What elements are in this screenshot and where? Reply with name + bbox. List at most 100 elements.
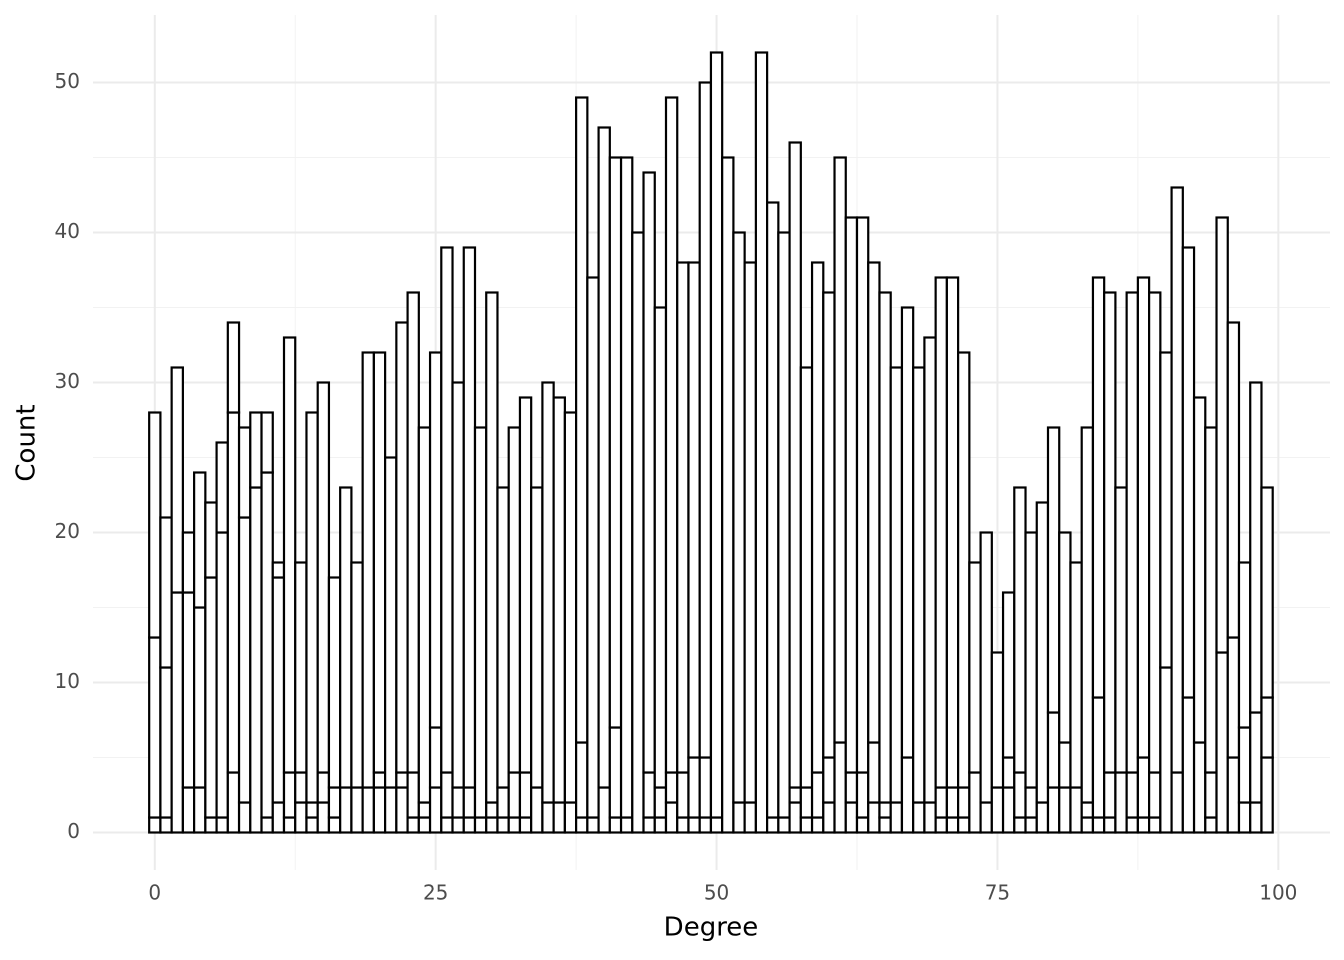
histogram-bar <box>372 786 387 834</box>
histogram-bar <box>597 786 611 834</box>
histogram-bar <box>990 651 1005 789</box>
histogram-bar <box>552 396 566 804</box>
histogram-bar <box>957 786 971 819</box>
x-tick-label: 75 <box>985 881 1010 905</box>
histogram-bar <box>462 786 477 819</box>
y-tick-label: 50 <box>55 69 80 93</box>
histogram-bar <box>294 801 308 834</box>
histogram-bar <box>1024 816 1038 834</box>
histogram-bar <box>979 531 993 804</box>
histogram-bar <box>766 816 780 834</box>
histogram-bar <box>271 561 286 579</box>
histogram-bar <box>260 411 274 474</box>
histogram-bar <box>1046 426 1061 714</box>
histogram-bar <box>1091 276 1106 699</box>
x-tick-label: 0 <box>148 881 161 905</box>
histogram-bar <box>698 756 713 819</box>
histogram-bar <box>181 591 196 789</box>
histogram-bar <box>1091 816 1106 834</box>
histogram-bar <box>271 576 286 804</box>
histogram-bar <box>1204 426 1218 774</box>
histogram-bar <box>462 816 477 834</box>
histogram-bar <box>1148 291 1162 774</box>
histogram-bar <box>743 261 757 804</box>
histogram-bar <box>462 246 477 789</box>
histogram-bar <box>1035 801 1050 834</box>
histogram-bar <box>1080 816 1095 834</box>
histogram-bar <box>518 771 533 819</box>
histogram-bar <box>1192 396 1207 744</box>
histogram-bar <box>148 816 162 834</box>
histogram-bar <box>361 351 375 789</box>
histogram-bar <box>664 96 679 774</box>
histogram-bar <box>619 816 634 834</box>
histogram-bar <box>1181 246 1196 699</box>
x-tick-label: 25 <box>423 881 448 905</box>
histogram-bar <box>181 786 196 834</box>
histogram-bar <box>900 756 915 834</box>
histogram-bar <box>799 366 814 789</box>
histogram-bar <box>810 816 825 834</box>
histogram-bar <box>754 51 769 834</box>
histogram-bar <box>159 816 173 834</box>
histogram-bar <box>586 816 600 834</box>
histogram-bar <box>541 801 555 834</box>
histogram-bar <box>575 816 589 834</box>
histogram-bar <box>945 786 960 819</box>
histogram-bar <box>766 201 780 819</box>
histogram-bar <box>1069 561 1083 789</box>
histogram-bar <box>1260 696 1274 759</box>
histogram-bar <box>912 801 926 834</box>
histogram-bar <box>417 801 432 819</box>
histogram-bar <box>226 321 241 414</box>
histogram-bar <box>1046 786 1061 834</box>
histogram-bar <box>878 816 892 834</box>
histogram-bar <box>608 816 623 834</box>
histogram-bar <box>642 171 656 774</box>
histogram-bar <box>900 306 915 759</box>
histogram-bar <box>844 801 859 834</box>
histogram-bar <box>193 786 207 834</box>
histogram-bar <box>1170 186 1184 774</box>
histogram-bar <box>743 801 757 834</box>
y-tick-label: 30 <box>55 369 80 393</box>
histogram-bar <box>709 51 724 819</box>
histogram-bar <box>294 561 308 774</box>
histogram-bar <box>788 141 802 789</box>
histogram-bar <box>473 816 488 834</box>
histogram-bar <box>249 486 263 834</box>
histogram-bar <box>979 801 993 834</box>
histogram-bar <box>1215 216 1229 654</box>
histogram-bar <box>181 531 196 594</box>
histogram-bar <box>507 426 522 774</box>
histogram-bar <box>384 456 398 789</box>
histogram-bar <box>1035 501 1050 804</box>
histogram-bar <box>237 516 252 804</box>
histogram-bar <box>204 816 218 834</box>
histogram-bar <box>1024 531 1038 789</box>
histogram-bar <box>1058 741 1072 789</box>
histogram-bar <box>687 756 701 819</box>
histogram-bar <box>193 606 207 789</box>
histogram-bar <box>1136 276 1151 759</box>
histogram-bar <box>867 741 881 804</box>
histogram-bar <box>428 351 443 729</box>
histogram-bar <box>148 411 162 639</box>
histogram-bar <box>271 801 286 834</box>
histogram-bar <box>653 816 668 834</box>
histogram-bar <box>1058 786 1072 834</box>
histogram-bar <box>1260 486 1274 699</box>
histogram-bar <box>305 816 319 834</box>
histogram-bar <box>417 816 432 834</box>
histogram-bar <box>1114 486 1128 774</box>
histogram-bar <box>923 801 937 834</box>
histogram-bar <box>1091 696 1106 819</box>
histogram-bar <box>1226 636 1241 759</box>
histogram-bar <box>1237 561 1252 729</box>
histogram-bar <box>1058 531 1072 744</box>
histogram-bar <box>339 786 353 834</box>
histogram-bar <box>361 786 375 834</box>
histogram-bar <box>282 336 297 774</box>
histogram-bar <box>541 381 555 804</box>
histogram-bar <box>957 816 971 834</box>
